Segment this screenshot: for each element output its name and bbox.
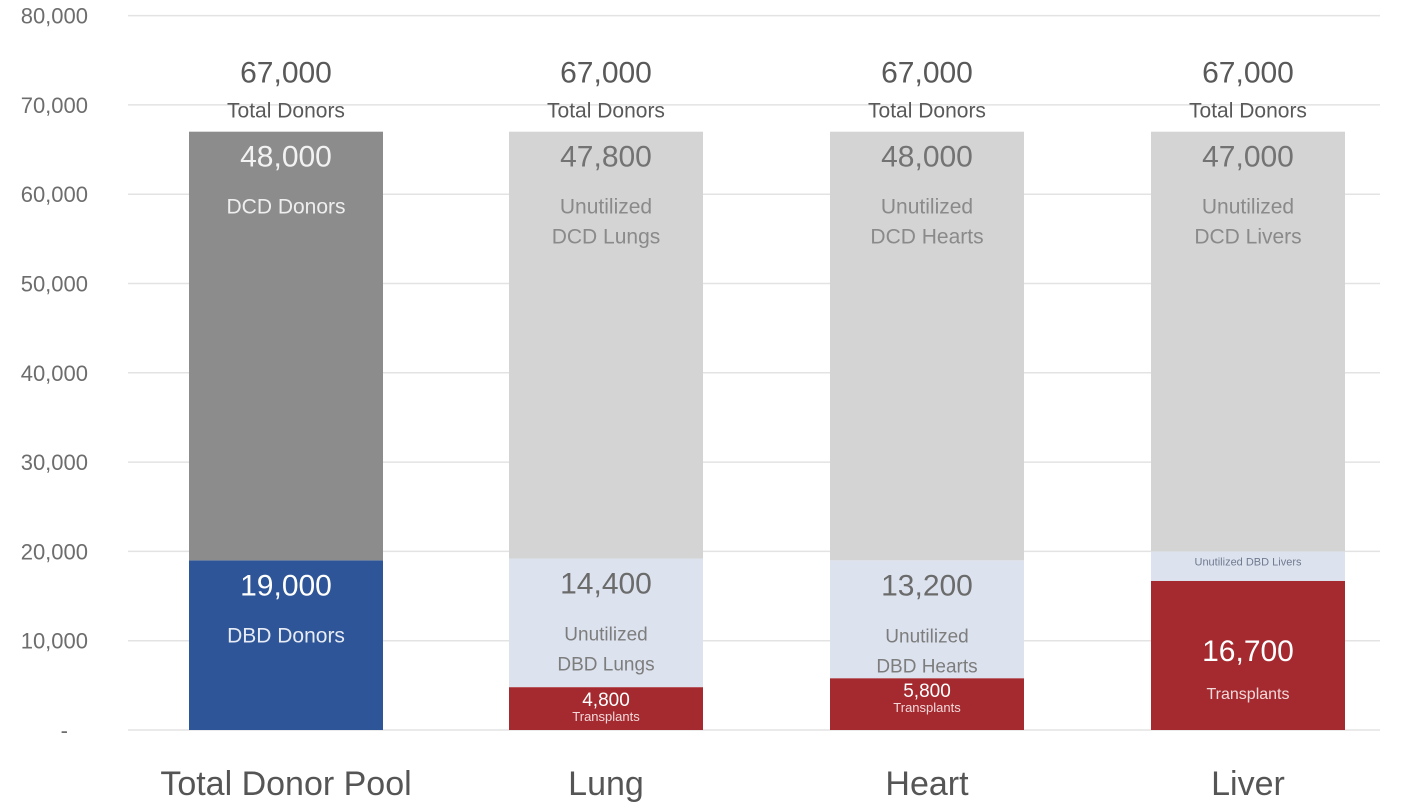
segment-text-label: Unutilized DBD Livers <box>1195 556 1302 568</box>
segment-text-label: Unutilized <box>885 626 968 647</box>
x-category-label: Total Donor Pool <box>160 765 411 803</box>
y-tick-label: 30,000 <box>21 450 88 475</box>
bar-segment-transplants <box>509 687 703 730</box>
bar-total-value: 67,000 <box>1202 57 1294 90</box>
y-tick-label: 70,000 <box>21 93 88 118</box>
bar-segment-unutilized-dbd <box>1151 551 1345 581</box>
bar-segment-dbd-donors <box>189 560 383 730</box>
bar-total-label: Total Donors <box>547 100 665 123</box>
bar-total-label: Total Donors <box>868 100 986 123</box>
segment-value-label: 48,000 <box>240 141 332 174</box>
segment-value-label: 14,400 <box>560 568 652 601</box>
segment-text-label: DCD Livers <box>1194 226 1301 249</box>
y-tick-label: 60,000 <box>21 182 88 207</box>
segment-text-label: Unutilized <box>560 196 652 219</box>
y-tick-label: 40,000 <box>21 361 88 386</box>
bar-segment-unutilized-dcd <box>509 131 703 559</box>
bar-segment-unutilized-dbd <box>830 560 1024 679</box>
segment-value-label: 5,800 <box>903 681 951 702</box>
segment-text-label: DCD Lungs <box>552 226 661 249</box>
segment-text-label: DCD Hearts <box>870 226 983 249</box>
segment-text-label: DCD Donors <box>226 196 345 219</box>
bar-segment-transplants <box>830 678 1024 730</box>
bar-group-liver: 16,700Transplants3,300Unutilized DBD Liv… <box>1151 57 1345 730</box>
bar-total-value: 67,000 <box>881 57 973 90</box>
bar-segment-unutilized-dbd <box>509 558 703 688</box>
y-tick-label: 50,000 <box>21 272 88 297</box>
bar-segment-dcd-donors <box>189 131 383 561</box>
segment-value-label: 47,000 <box>1202 141 1294 174</box>
bar-total-value: 67,000 <box>240 57 332 90</box>
y-tick-label: 80,000 <box>21 4 88 29</box>
segment-text-label: Transplants <box>1207 686 1290 703</box>
y-tick-label: - <box>61 718 68 743</box>
segment-text-label: Transplants <box>572 709 640 724</box>
bar-total-label: Total Donors <box>227 100 345 123</box>
y-axis: - 10,000 20,000 30,000 40,000 50,000 60,000 70,… <box>21 4 88 743</box>
segment-value-label: 4,800 <box>582 690 630 711</box>
segment-text-label: Unutilized <box>1202 196 1294 219</box>
bar-total-value: 67,000 <box>560 57 652 90</box>
segment-value-label: 13,200 <box>881 569 973 602</box>
segment-text-label: DBD Donors <box>227 624 345 647</box>
x-axis: Total Donor Pool Lung Heart Liver <box>160 765 1285 803</box>
bars: 19,000 DBD Donors 48,000 DCD Donors 67,000 To… <box>189 57 1345 730</box>
segment-value-label: 16,700 <box>1202 635 1294 668</box>
bar-total-label: Total Donors <box>1189 100 1307 123</box>
segment-value-label: 47,800 <box>560 141 652 174</box>
bar-group-total-donor-pool: 19,000 DBD Donors 48,000 DCD Donors 67,000 To… <box>189 57 383 730</box>
segment-value-label: 19,000 <box>240 569 332 602</box>
bar-segment-unutilized-dcd <box>830 131 1024 561</box>
segment-text-label: Unutilized <box>881 196 973 219</box>
segment-text-label: DBD Hearts <box>876 656 977 677</box>
y-tick-label: 20,000 <box>21 539 88 564</box>
segment-value-label: 48,000 <box>881 141 973 174</box>
bar-segment-transplants <box>1151 580 1345 730</box>
segment-text-label: Unutilized <box>564 625 647 646</box>
segment-text-label: Transplants <box>893 700 961 715</box>
x-category-label: Heart <box>885 765 969 803</box>
bar-segment-unutilized-dcd <box>1151 131 1345 552</box>
x-category-label: Liver <box>1211 765 1285 803</box>
x-category-label: Lung <box>568 765 644 803</box>
y-tick-label: 10,000 <box>21 629 88 654</box>
segment-text-label: DBD Lungs <box>557 655 654 676</box>
